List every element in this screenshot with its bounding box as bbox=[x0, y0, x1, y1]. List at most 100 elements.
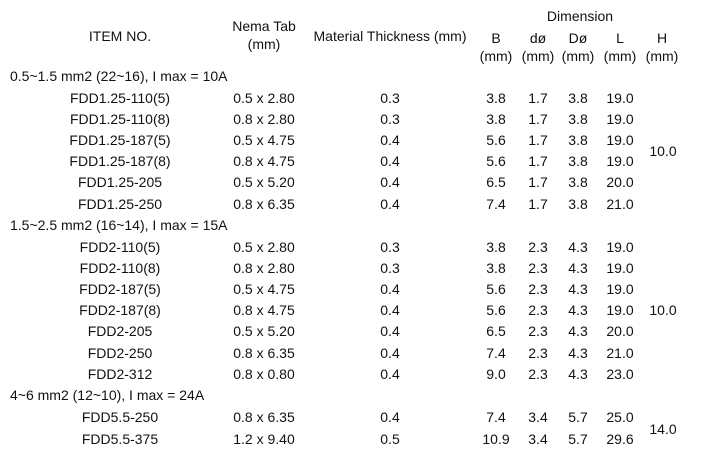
item-no: FDD2-187(5) bbox=[79, 281, 161, 297]
header-nema-tab-unit: (mm) bbox=[247, 36, 281, 52]
nema-tab: 0.5 x 5.20 bbox=[233, 174, 295, 190]
dim-l: 25.0 bbox=[606, 409, 634, 425]
dim-l: 20.0 bbox=[606, 174, 634, 190]
header-col-l: L bbox=[616, 30, 624, 46]
nema-tab: 0.5 x 4.75 bbox=[233, 281, 295, 297]
thickness: 0.4 bbox=[380, 174, 400, 190]
nema-tab: 0.8 x 6.35 bbox=[233, 409, 295, 425]
nema-tab: 0.8 x 0.80 bbox=[233, 366, 295, 382]
dim-l: 19.0 bbox=[606, 111, 634, 127]
dim-b: 5.6 bbox=[486, 153, 506, 169]
dim-d-small: 2.3 bbox=[528, 239, 548, 255]
dim-d-large: 4.3 bbox=[568, 345, 588, 361]
dim-d-large: 5.7 bbox=[568, 431, 588, 447]
header-nema-tab: Nema Tab bbox=[232, 18, 296, 34]
thickness: 0.4 bbox=[380, 281, 400, 297]
nema-tab: 0.8 x 6.35 bbox=[233, 196, 295, 212]
dim-l: 29.6 bbox=[606, 431, 634, 447]
dim-d-small: 1.7 bbox=[528, 90, 548, 106]
nema-tab: 0.8 x 4.75 bbox=[233, 302, 295, 318]
group-title: 0.5~1.5 mm2 (22~16), I max = 10A bbox=[10, 68, 228, 84]
item-no: FDD2-250 bbox=[87, 345, 153, 361]
header-unit-l: (mm) bbox=[603, 48, 637, 64]
item-no: FDD2-110(8) bbox=[79, 260, 161, 276]
item-no: FDD1.25-110(5) bbox=[69, 90, 171, 106]
thickness: 0.3 bbox=[380, 90, 400, 106]
thickness: 0.5 bbox=[380, 431, 400, 447]
nema-tab: 0.5 x 4.75 bbox=[233, 132, 295, 148]
item-no: FDD1.25-187(5) bbox=[69, 132, 171, 148]
thickness: 0.4 bbox=[380, 323, 400, 339]
dim-l: 19.0 bbox=[606, 281, 634, 297]
dim-b: 3.8 bbox=[486, 111, 506, 127]
dim-b: 3.8 bbox=[486, 260, 506, 276]
group-h-value: 10.0 bbox=[649, 302, 677, 318]
dim-d-large: 4.3 bbox=[568, 323, 588, 339]
thickness: 0.3 bbox=[380, 111, 400, 127]
header-unit-d-large: (mm) bbox=[561, 48, 595, 64]
dim-d-small: 3.4 bbox=[528, 431, 548, 447]
dim-d-small: 2.3 bbox=[528, 281, 548, 297]
dim-d-large: 4.3 bbox=[568, 366, 588, 382]
dim-d-large: 3.8 bbox=[568, 174, 588, 190]
dim-l: 19.0 bbox=[606, 260, 634, 276]
nema-tab: 0.5 x 5.20 bbox=[233, 323, 295, 339]
dim-b: 7.4 bbox=[486, 409, 506, 425]
dim-b: 6.5 bbox=[486, 174, 506, 190]
dim-b: 9.0 bbox=[486, 366, 506, 382]
thickness: 0.4 bbox=[380, 153, 400, 169]
dim-d-small: 1.7 bbox=[528, 153, 548, 169]
header-unit-b: (mm) bbox=[479, 48, 513, 64]
dim-d-small: 2.3 bbox=[528, 323, 548, 339]
nema-tab: 1.2 x 9.40 bbox=[233, 431, 295, 447]
dim-d-small: 3.4 bbox=[528, 409, 548, 425]
item-no: FDD2-110(5) bbox=[79, 239, 161, 255]
header-col-d-large: Dø bbox=[568, 30, 588, 46]
item-no: FDD1.25-110(8) bbox=[69, 111, 171, 127]
dim-l: 23.0 bbox=[606, 366, 634, 382]
dim-d-small: 1.7 bbox=[528, 174, 548, 190]
header-dimension: Dimension bbox=[546, 8, 614, 24]
dim-d-large: 5.7 bbox=[568, 409, 588, 425]
dim-d-large: 3.8 bbox=[568, 111, 588, 127]
dim-b: 3.8 bbox=[486, 239, 506, 255]
item-no: FDD1.25-205 bbox=[77, 174, 163, 190]
group-title: 4~6 mm2 (12~10), I max = 24A bbox=[10, 387, 205, 403]
dim-d-large: 4.3 bbox=[568, 302, 588, 318]
dim-b: 7.4 bbox=[486, 345, 506, 361]
thickness: 0.4 bbox=[380, 132, 400, 148]
nema-tab: 0.8 x 6.35 bbox=[233, 345, 295, 361]
dim-d-large: 3.8 bbox=[568, 90, 588, 106]
dim-l: 19.0 bbox=[606, 90, 634, 106]
thickness: 0.4 bbox=[380, 409, 400, 425]
header-item-no: ITEM NO. bbox=[88, 28, 152, 44]
thickness: 0.3 bbox=[380, 239, 400, 255]
dim-b: 3.8 bbox=[486, 90, 506, 106]
dim-l: 19.0 bbox=[606, 302, 634, 318]
dim-d-large: 4.3 bbox=[568, 281, 588, 297]
item-no: FDD5.5-250 bbox=[81, 409, 159, 425]
dim-d-small: 1.7 bbox=[528, 196, 548, 212]
dim-b: 5.6 bbox=[486, 302, 506, 318]
nema-tab: 0.8 x 4.75 bbox=[233, 153, 295, 169]
dim-b: 5.6 bbox=[486, 132, 506, 148]
nema-tab: 0.5 x 2.80 bbox=[233, 90, 295, 106]
dim-l: 20.0 bbox=[606, 323, 634, 339]
thickness: 0.4 bbox=[380, 366, 400, 382]
thickness: 0.4 bbox=[380, 196, 400, 212]
nema-tab: 0.5 x 2.80 bbox=[233, 239, 295, 255]
item-no: FDD1.25-187(8) bbox=[69, 153, 171, 169]
header-col-b: B bbox=[491, 30, 501, 46]
item-no: FDD2-312 bbox=[87, 366, 153, 382]
dim-d-small: 2.3 bbox=[528, 260, 548, 276]
dim-d-large: 3.8 bbox=[568, 153, 588, 169]
dim-l: 21.0 bbox=[606, 196, 634, 212]
dim-b: 6.5 bbox=[486, 323, 506, 339]
dim-d-large: 4.3 bbox=[568, 239, 588, 255]
header-col-h: H bbox=[656, 30, 668, 46]
dim-l: 19.0 bbox=[606, 239, 634, 255]
group-title: 1.5~2.5 mm2 (16~14), I max = 15A bbox=[10, 217, 228, 233]
dim-d-small: 2.3 bbox=[528, 345, 548, 361]
thickness: 0.3 bbox=[380, 260, 400, 276]
header-material-thickness: Material Thickness (mm) bbox=[313, 28, 467, 44]
